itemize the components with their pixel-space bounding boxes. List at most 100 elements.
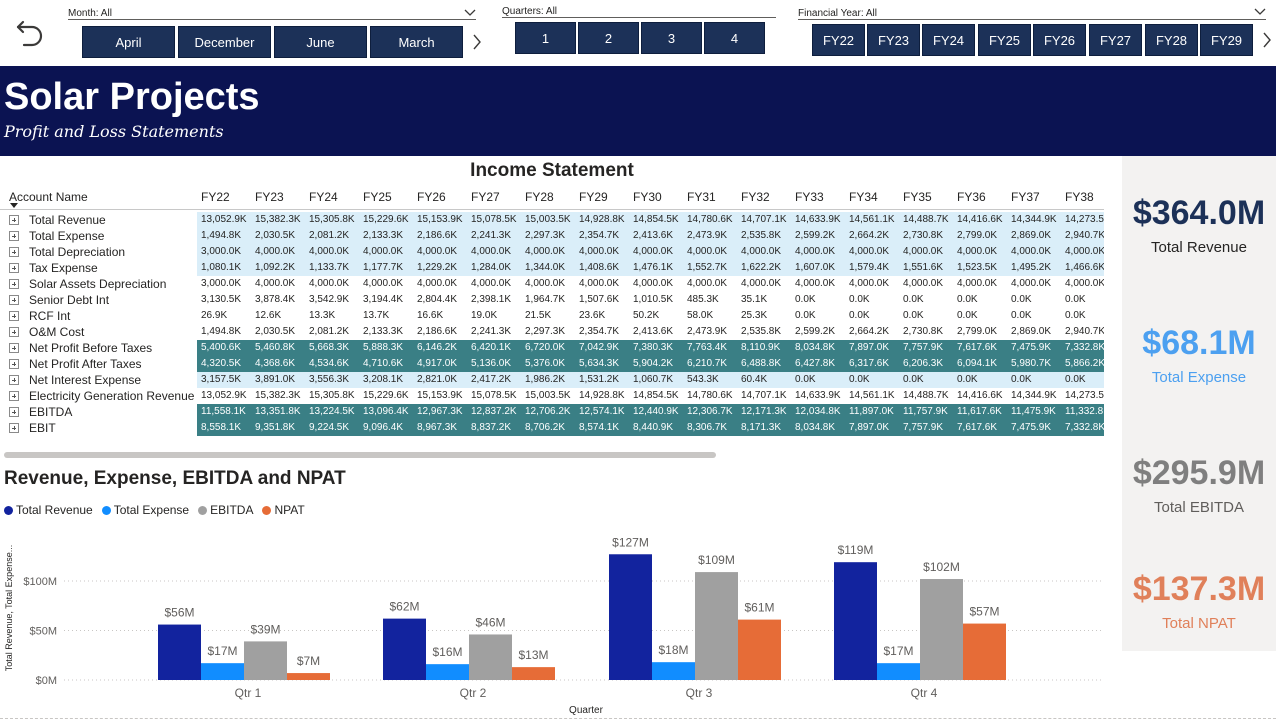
matrix-cell: 3,208.1K bbox=[363, 374, 404, 385]
month-button-march[interactable]: March bbox=[370, 26, 463, 58]
row-cells: 13,052.9K 15,382.3K 15,305.8K 15,229.6K 15,1… bbox=[197, 212, 1104, 228]
data-label: $62M bbox=[389, 600, 419, 614]
year-column-header[interactable]: FY22 bbox=[201, 190, 230, 204]
bar-ebitda[interactable] bbox=[695, 572, 738, 680]
bar-npat[interactable] bbox=[963, 623, 1006, 680]
y-tick-label: $50M bbox=[29, 626, 57, 638]
quarter-button-1[interactable]: 1 bbox=[515, 22, 576, 54]
legend-item[interactable]: Total Expense bbox=[101, 503, 189, 517]
account-name-header[interactable]: Account Name bbox=[9, 190, 88, 204]
matrix-cell: 4,000.0K bbox=[1065, 246, 1104, 257]
year-column-header[interactable]: FY32 bbox=[741, 190, 770, 204]
matrix-cell: 12,306.7K bbox=[687, 406, 733, 417]
bar-npat[interactable] bbox=[738, 619, 781, 680]
fy-next-chevron-right-icon[interactable] bbox=[1262, 32, 1272, 48]
year-column-header[interactable]: FY30 bbox=[633, 190, 662, 204]
fy-button-fy25[interactable]: FY25 bbox=[978, 24, 1031, 56]
fy-button-fy26[interactable]: FY26 bbox=[1033, 24, 1086, 56]
year-column-header[interactable]: FY33 bbox=[795, 190, 824, 204]
fy-button-fy24[interactable]: FY24 bbox=[922, 24, 975, 56]
bar-ebitda[interactable] bbox=[244, 641, 287, 680]
bar-total-revenue[interactable] bbox=[609, 554, 652, 680]
bar-ebitda[interactable] bbox=[469, 634, 512, 680]
expand-plus-icon[interactable] bbox=[9, 215, 19, 225]
expand-plus-icon[interactable] bbox=[9, 279, 19, 289]
bar-total-revenue[interactable] bbox=[383, 618, 426, 680]
expand-plus-icon[interactable] bbox=[9, 359, 19, 369]
bar-total-expense[interactable] bbox=[652, 662, 695, 680]
bar-total-expense[interactable] bbox=[201, 663, 244, 680]
fy-button-fy22[interactable]: FY22 bbox=[812, 24, 865, 56]
legend-label: Total Revenue bbox=[16, 503, 93, 517]
year-column-header[interactable]: FY38 bbox=[1065, 190, 1094, 204]
fy-button-fy28[interactable]: FY28 bbox=[1145, 24, 1198, 56]
matrix-cell: 4,000.0K bbox=[255, 246, 296, 257]
expand-plus-icon[interactable] bbox=[9, 343, 19, 353]
quarter-button-4[interactable]: 4 bbox=[704, 22, 765, 54]
expand-plus-icon[interactable] bbox=[9, 263, 19, 273]
fy-button-fy27[interactable]: FY27 bbox=[1089, 24, 1142, 56]
quarter-button-2[interactable]: 2 bbox=[578, 22, 639, 54]
sort-descending-icon[interactable] bbox=[10, 203, 18, 208]
matrix-cell: 0.0K bbox=[903, 374, 924, 385]
bar-npat[interactable] bbox=[512, 667, 555, 680]
expand-plus-icon[interactable] bbox=[9, 311, 19, 321]
expand-plus-icon[interactable] bbox=[9, 295, 19, 305]
year-column-header[interactable]: FY35 bbox=[903, 190, 932, 204]
year-column-header[interactable]: FY37 bbox=[1011, 190, 1040, 204]
matrix-horizontal-scrollbar[interactable] bbox=[4, 452, 716, 458]
expand-plus-icon[interactable] bbox=[9, 231, 19, 241]
expand-plus-icon[interactable] bbox=[9, 407, 19, 417]
bar-total-expense[interactable] bbox=[877, 663, 920, 680]
expand-plus-icon[interactable] bbox=[9, 247, 19, 257]
year-column-header[interactable]: FY27 bbox=[471, 190, 500, 204]
year-column-header[interactable]: FY29 bbox=[579, 190, 608, 204]
bar-total-revenue[interactable] bbox=[834, 562, 877, 680]
year-column-header[interactable]: FY26 bbox=[417, 190, 446, 204]
legend-item[interactable]: EBITDA bbox=[198, 503, 253, 517]
bar-total-expense[interactable] bbox=[426, 664, 469, 680]
year-column-header[interactable]: FY31 bbox=[687, 190, 716, 204]
matrix-cell: 0.0K bbox=[1011, 294, 1032, 305]
month-slicer-chevron-down-icon[interactable] bbox=[464, 9, 476, 17]
matrix-cell: 4,000.0K bbox=[417, 278, 458, 289]
quarters-slicer-underline bbox=[502, 17, 776, 18]
month-next-chevron-right-icon[interactable] bbox=[472, 34, 482, 50]
matrix-cell: 2,799.0K bbox=[957, 230, 998, 241]
year-column-header[interactable]: FY34 bbox=[849, 190, 878, 204]
kpi-value: $68.1M bbox=[1142, 324, 1256, 362]
fy-button-fy23[interactable]: FY23 bbox=[867, 24, 920, 56]
matrix-cell: 0.0K bbox=[1065, 294, 1086, 305]
month-button-june[interactable]: June bbox=[274, 26, 367, 58]
expand-plus-icon[interactable] bbox=[9, 423, 19, 433]
legend-item[interactable]: NPAT bbox=[262, 503, 305, 517]
bar-npat[interactable] bbox=[287, 673, 330, 680]
back-arrow-icon[interactable] bbox=[14, 16, 46, 48]
matrix-cell: 7,763.4K bbox=[687, 342, 728, 353]
year-column-header[interactable]: FY23 bbox=[255, 190, 284, 204]
month-button-december[interactable]: December bbox=[178, 26, 271, 58]
legend-dot-icon bbox=[101, 505, 111, 515]
year-column-header[interactable]: FY24 bbox=[309, 190, 338, 204]
year-column-header[interactable]: FY25 bbox=[363, 190, 392, 204]
matrix-cell: 15,305.8K bbox=[309, 390, 355, 401]
matrix-cell: 12.6K bbox=[255, 310, 282, 321]
matrix-cell: 4,000.0K bbox=[903, 278, 944, 289]
expand-plus-icon[interactable] bbox=[9, 327, 19, 337]
year-column-header[interactable]: FY36 bbox=[957, 190, 986, 204]
year-column-header[interactable]: FY28 bbox=[525, 190, 554, 204]
matrix-cell: 2,940.7K bbox=[1065, 230, 1104, 241]
expand-plus-icon[interactable] bbox=[9, 391, 19, 401]
bar-ebitda[interactable] bbox=[920, 579, 963, 680]
expand-plus-icon[interactable] bbox=[9, 375, 19, 385]
bar-total-revenue[interactable] bbox=[158, 624, 201, 680]
kpi-card-total-expense: $68.1M Total Expense bbox=[1122, 324, 1276, 386]
month-button-april[interactable]: April bbox=[82, 26, 175, 58]
financial-year-slicer-chevron-down-icon[interactable] bbox=[1254, 8, 1266, 16]
matrix-cell: 2,599.2K bbox=[795, 230, 836, 241]
quarter-button-3[interactable]: 3 bbox=[641, 22, 702, 54]
legend-item[interactable]: Total Revenue bbox=[4, 503, 93, 517]
matrix-cell: 15,153.9K bbox=[417, 390, 463, 401]
matrix-header: Account Name FY22 FY23 FY24 FY25 FY26 FY27 FY2… bbox=[0, 186, 1104, 210]
fy-button-fy29[interactable]: FY29 bbox=[1200, 24, 1253, 56]
